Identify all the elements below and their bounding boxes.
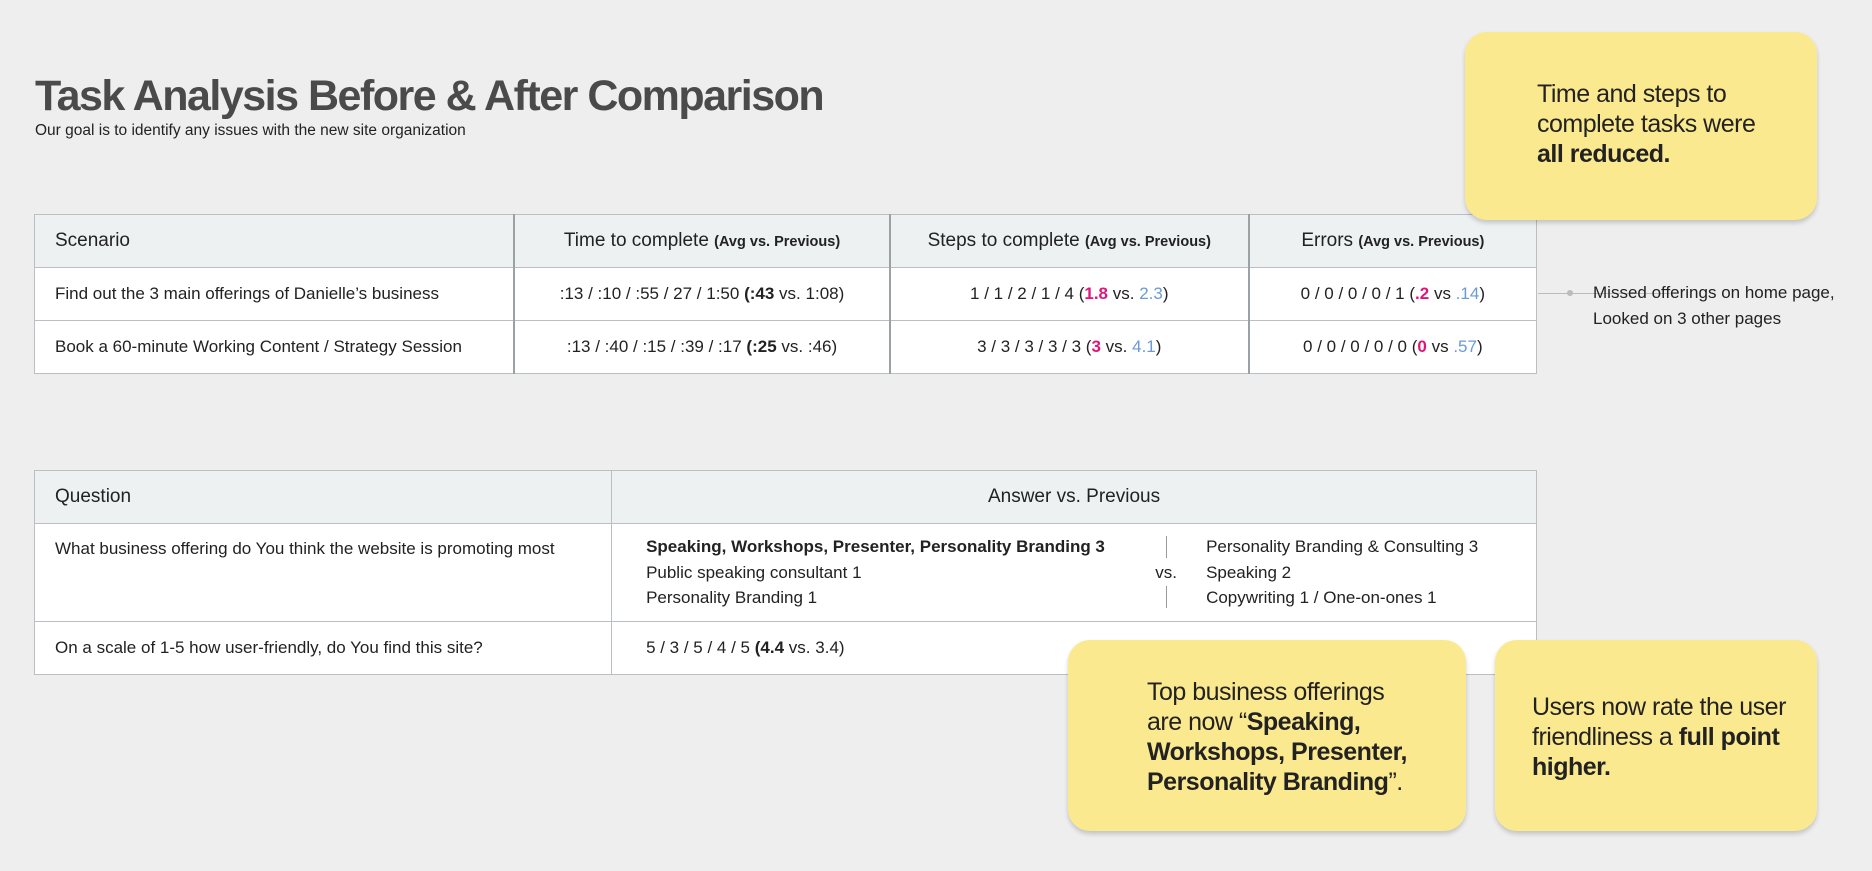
- page-subtitle: Our goal is to identify any issues with …: [35, 122, 466, 139]
- question-cell: What business offering do You think the …: [33, 523, 613, 622]
- time-cell: :13 / :40 / :15 / :39 / :17 (:25 vs. :46…: [513, 320, 891, 374]
- callout-connector: [1538, 293, 1670, 294]
- answer-cell: Speaking, Workshops, Presenter, Personal…: [611, 523, 1537, 622]
- scenario-cell: Find out the 3 main offerings of Daniell…: [34, 267, 516, 321]
- sticky-note-offerings: Top business offerings are now “Speaking…: [1068, 640, 1466, 831]
- scenario-cell: Book a 60-minute Working Content / Strat…: [34, 320, 516, 374]
- table-row: What business offering do You think the …: [33, 523, 1537, 622]
- callout-dot: [1567, 290, 1573, 296]
- question-cell: On a scale of 1-5 how user-friendly, do …: [33, 620, 613, 675]
- steps-cell: 3 / 3 / 3 / 3 / 3 (3 vs. 4.1): [889, 320, 1250, 374]
- scenario-header: Scenario: [34, 214, 516, 268]
- time-header: Time to complete (Avg vs. Previous): [513, 214, 891, 268]
- sticky-note-time-steps: Time and steps to complete tasks were al…: [1465, 32, 1817, 220]
- question-header: Question: [33, 470, 613, 524]
- question-table: Question Answer vs. Previous What busine…: [33, 470, 1537, 675]
- scenario-table-header: Scenario Time to complete (Avg vs. Previ…: [34, 214, 1537, 268]
- previous-answers: Personality Branding & Consulting 3 Spea…: [1206, 537, 1479, 607]
- current-answers: Speaking, Workshops, Presenter, Personal…: [646, 537, 1105, 607]
- question-table-header: Question Answer vs. Previous: [33, 470, 1537, 524]
- errors-callout: Missed offerings on home page, Looked on…: [1593, 283, 1835, 328]
- page-title: Task Analysis Before & After Comparison: [35, 72, 825, 120]
- vs-divider: vs.: [1146, 534, 1186, 610]
- table-row: Book a 60-minute Working Content / Strat…: [34, 320, 1537, 374]
- answer-header: Answer vs. Previous: [611, 470, 1537, 524]
- errors-header: Errors (Avg vs. Previous): [1248, 214, 1537, 268]
- table-row: Find out the 3 main offerings of Daniell…: [34, 267, 1537, 321]
- errors-cell: 0 / 0 / 0 / 0 / 1 (.2 vs .14): [1248, 267, 1537, 321]
- time-cell: :13 / :10 / :55 / 27 / 1:50 (:43 vs. 1:0…: [513, 267, 891, 321]
- steps-header: Steps to complete (Avg vs. Previous): [889, 214, 1250, 268]
- sticky-note-friendliness: Users now rate the user friendliness a f…: [1495, 640, 1817, 831]
- errors-cell: 0 / 0 / 0 / 0 / 0 (0 vs .57): [1248, 320, 1537, 374]
- steps-cell: 1 / 1 / 2 / 1 / 4 (1.8 vs. 2.3): [889, 267, 1250, 321]
- scenario-table: Scenario Time to complete (Avg vs. Previ…: [34, 214, 1537, 374]
